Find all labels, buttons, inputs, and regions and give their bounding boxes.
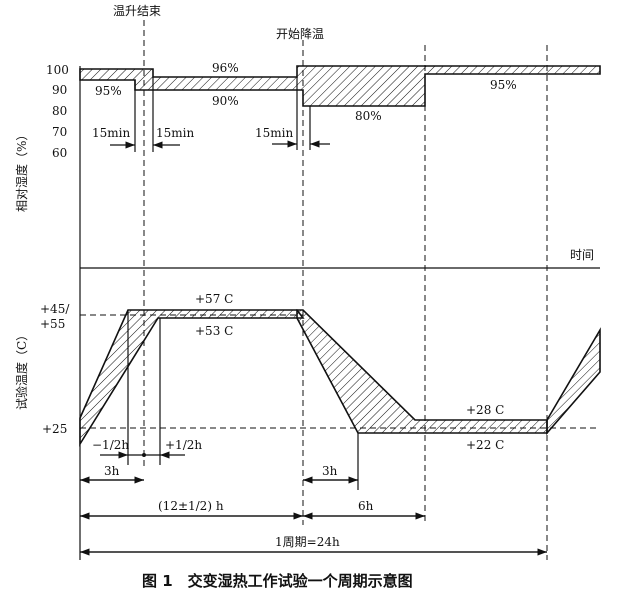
temp-28-label: +28 C (466, 403, 504, 417)
15min-markers: 15min 15min 15min (92, 77, 330, 152)
temp-tick-25: +25 (42, 422, 67, 436)
svg-text:15min: 15min (156, 126, 194, 140)
temp-tick-55: +55 (40, 317, 65, 331)
temp-axis-label: 试验温度（C） (14, 329, 29, 410)
svg-text:3h: 3h (104, 464, 120, 478)
time-label: 时间 (570, 248, 594, 262)
temp-57-label: +57 C (195, 292, 233, 306)
svg-text:60: 60 (52, 146, 67, 160)
humidity-96-label: 96% (212, 61, 239, 75)
svg-text:(12±1/2) h: (12±1/2) h (158, 499, 224, 513)
humidity-95-label: 95% (95, 84, 122, 98)
temp-band-rise (79, 309, 305, 447)
temp-53-label: +53 C (195, 324, 233, 338)
temp-22-label: +22 C (466, 438, 504, 452)
svg-text:+1/2h: +1/2h (165, 438, 202, 452)
humidity-axis-label: 相对湿度（%） (14, 129, 29, 212)
humidity-95b-label: 95% (490, 78, 517, 92)
heat-end-label: 温升结束 (113, 4, 161, 18)
svg-text:70: 70 (52, 125, 67, 139)
humidity-band (79, 65, 601, 107)
svg-text:15min: 15min (255, 126, 293, 140)
svg-text:80: 80 (52, 104, 67, 118)
cool-start-label: 开始降温 (276, 27, 324, 41)
svg-text:15min: 15min (92, 126, 130, 140)
temp-band-cool (296, 309, 548, 434)
figure-caption: 图 1 交变湿热工作试验一个周期示意图 (142, 572, 413, 590)
temp-tick-45: +45/ (40, 302, 70, 316)
svg-text:3h: 3h (322, 464, 338, 478)
svg-text:−1/2h: −1/2h (92, 438, 129, 452)
svg-text:6h: 6h (358, 499, 374, 513)
svg-text:90: 90 (52, 83, 67, 97)
humidity-80-label: 80% (355, 109, 382, 123)
humidity-90-label: 90% (212, 94, 239, 108)
svg-text:100: 100 (46, 63, 69, 77)
time-dimensions: −1/2h +1/2h 3h 3h (12±1/2) h 6h 1周期=24h (80, 310, 547, 556)
humidity-ticks: 100 90 80 70 60 (46, 63, 69, 160)
temp-band-next (546, 327, 601, 436)
svg-text:1周期=24h: 1周期=24h (275, 535, 340, 549)
